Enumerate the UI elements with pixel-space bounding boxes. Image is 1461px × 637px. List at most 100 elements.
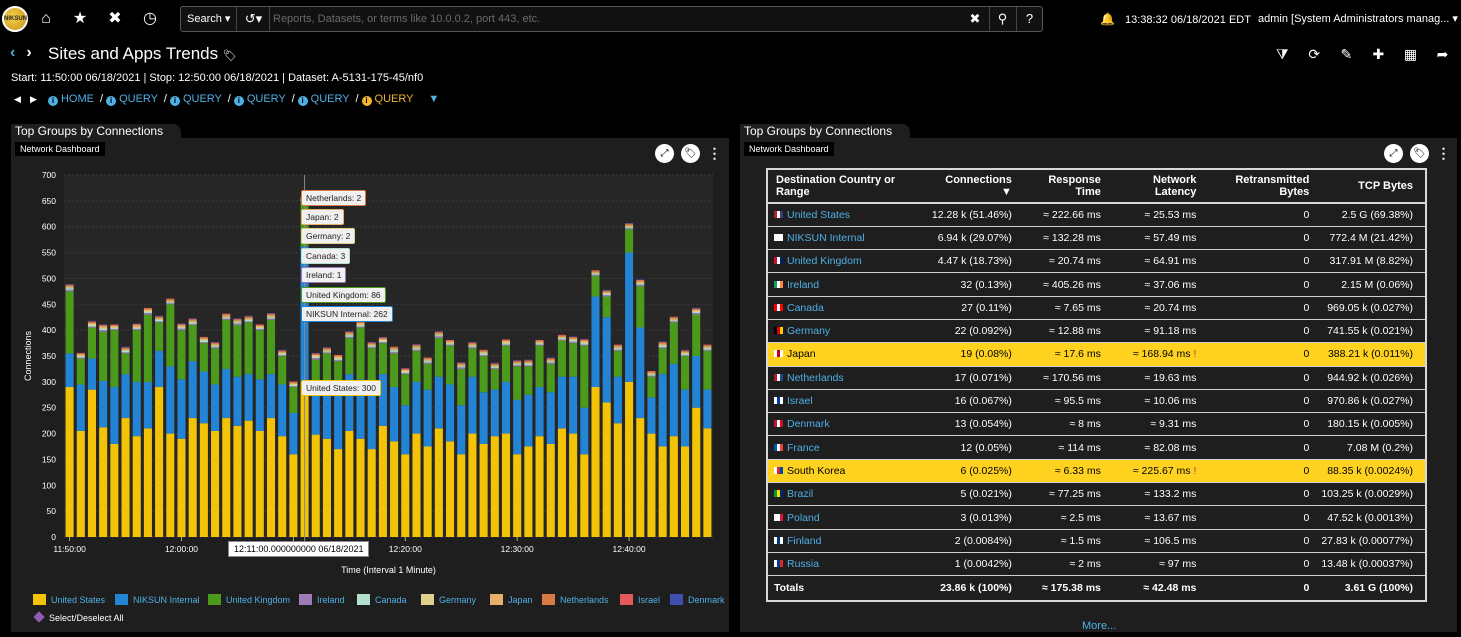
- col-retransmitted-bytes[interactable]: Retransmitted Bytes: [1208, 169, 1322, 204]
- country-link[interactable]: Japan: [787, 348, 816, 361]
- table-row[interactable]: Brazil 5 (0.021%) ≈ 77.25 ms ≈ 133.2 ms 0 103…: [767, 482, 1426, 507]
- table-row[interactable]: Canada 27 (0.11%) ≈ 7.65 ms ≈ 20.74 ms 0 969.…: [767, 296, 1426, 320]
- table-row[interactable]: Ireland 32 (0.13%) ≈ 405.26 ms ≈ 37.06 ms 0 2…: [767, 272, 1426, 297]
- legend-item[interactable]: Netherlands: [542, 594, 609, 605]
- country-link[interactable]: Israel: [787, 395, 813, 408]
- country-link[interactable]: South Korea: [787, 464, 846, 477]
- back-arrow-icon[interactable]: ‹: [10, 44, 16, 61]
- legend-item[interactable]: Japan: [490, 594, 533, 605]
- clock-icon[interactable]: ◷: [143, 10, 157, 27]
- legend-item[interactable]: United States: [33, 594, 105, 605]
- legend-item[interactable]: NIKSUN Internal: [115, 594, 200, 605]
- country-link[interactable]: Netherlands: [787, 371, 844, 384]
- bar-segment: [345, 430, 354, 537]
- bar-segment: [401, 368, 410, 369]
- country-link[interactable]: Poland: [787, 511, 820, 524]
- country-link[interactable]: United Kingdom: [787, 255, 862, 268]
- star-icon[interactable]: ★: [72, 10, 88, 27]
- table-row[interactable]: United States 12.28 k (51.46%) ≈ 222.66 ms…: [767, 203, 1426, 227]
- filter-icon[interactable]: ⧩: [1275, 46, 1289, 62]
- tools-icon[interactable]: ✖: [108, 10, 122, 27]
- crumb-query-3[interactable]: QUERY: [246, 93, 286, 105]
- niksun-logo[interactable]: NIKSUN: [2, 6, 28, 32]
- country-link[interactable]: Canada: [787, 301, 824, 314]
- search-input[interactable]: [273, 10, 953, 28]
- table-row[interactable]: Germany 22 (0.092%) ≈ 12.88 ms ≈ 91.18 ms 0 7…: [767, 319, 1426, 344]
- calendar-icon[interactable]: ▦: [1403, 46, 1418, 62]
- legend-item[interactable]: Israel: [620, 594, 660, 605]
- legend-item[interactable]: Germany: [421, 594, 476, 605]
- share-icon[interactable]: ➦: [1436, 46, 1449, 62]
- country-link[interactable]: Denmark: [787, 418, 830, 431]
- refresh-icon[interactable]: ⟳: [1308, 46, 1321, 62]
- table-row[interactable]: Japan 19 (0.08%) ≈ 17.6 ms ≈ 168.94 ms ! 0 38…: [767, 342, 1426, 367]
- table-row[interactable]: Denmark 13 (0.054%) ≈ 8 ms ≈ 9.31 ms 0 180.15…: [767, 412, 1426, 437]
- tag-icon[interactable]: 🏷: [1410, 144, 1429, 163]
- table-row[interactable]: NIKSUN Internal 6.94 k (29.07%) ≈ 132.28 m…: [767, 226, 1426, 251]
- search-type-dropdown[interactable]: Search ▾: [181, 7, 237, 31]
- stacked-bar-chart[interactable]: 0 50 100 150 200 250 300 350 400 450 500 550 600 650 7…: [11, 138, 729, 588]
- crumb-query-1[interactable]: QUERY: [119, 93, 158, 105]
- crumb-query-4[interactable]: QUERY: [310, 93, 350, 105]
- crumb-query-current[interactable]: QUERY: [374, 93, 414, 105]
- bar-segment: [188, 318, 197, 320]
- legend-item[interactable]: Ireland: [299, 594, 345, 605]
- legend-item[interactable]: United Kingdom: [208, 594, 290, 605]
- pin-icon[interactable]: ✎: [1340, 46, 1353, 62]
- col-destination[interactable]: Destination Country or Range: [767, 169, 932, 204]
- table-row[interactable]: South Korea 6 (0.025%) ≈ 6.33 ms ≈ 225.67 m…: [767, 459, 1426, 484]
- col-tcp-bytes[interactable]: TCP Bytes: [1321, 169, 1426, 204]
- bar-segment: [211, 343, 220, 345]
- bar-segment: [602, 296, 611, 318]
- table-row[interactable]: Poland 3 (0.013%) ≈ 2.5 ms ≈ 13.67 ms 0 47.52…: [767, 505, 1426, 530]
- bar-segment: [535, 342, 544, 344]
- country-link[interactable]: NIKSUN Internal: [787, 231, 865, 244]
- home-icon[interactable]: ⌂: [41, 10, 51, 27]
- col-network-latency[interactable]: Network Latency: [1112, 169, 1209, 204]
- country-link[interactable]: Ireland: [787, 278, 820, 291]
- cell-response-time: ≈ 114 ms: [1023, 435, 1113, 460]
- cell-retransmitted: 0: [1208, 552, 1322, 577]
- country-link[interactable]: United States: [787, 208, 851, 221]
- cell-network-latency: ≈ 19.63 ms: [1112, 366, 1209, 390]
- crumb-query-2[interactable]: QUERY: [182, 93, 222, 105]
- country-link[interactable]: Russia: [787, 558, 820, 571]
- country-link[interactable]: France: [787, 441, 820, 454]
- add-icon[interactable]: ✚: [1372, 46, 1385, 62]
- more-menu-icon[interactable]: ⋮: [1436, 145, 1451, 161]
- bar-segment: [345, 336, 354, 338]
- country-link[interactable]: Germany: [787, 325, 831, 338]
- col-connections[interactable]: Connections ▼: [931, 169, 1024, 204]
- more-menu-icon[interactable]: ⋮: [707, 145, 722, 161]
- select-all-toggle[interactable]: Select/Deselect All: [33, 611, 124, 623]
- table-row[interactable]: Russia 1 (0.0042%) ≈ 2 ms ≈ 97 ms 0 13.48 k (…: [767, 552, 1426, 577]
- table-row[interactable]: France 12 (0.05%) ≈ 114 ms ≈ 82.08 ms 0 7.08 …: [767, 435, 1426, 460]
- forward-arrow-icon[interactable]: ›: [26, 44, 32, 61]
- col-response-time[interactable]: Response Time: [1023, 169, 1113, 204]
- clear-icon[interactable]: ✖: [969, 11, 981, 26]
- tag-icon[interactable]: 🏷: [681, 144, 700, 163]
- legend-item[interactable]: Denmark: [670, 594, 725, 605]
- crumb-home[interactable]: HOME: [60, 93, 94, 105]
- help-button[interactable]: ?: [1016, 7, 1042, 31]
- user-menu[interactable]: admin [System Administrators manag... ▾: [1258, 12, 1458, 25]
- legend-item[interactable]: Canada: [357, 594, 407, 605]
- bar-segment: [658, 446, 667, 537]
- country-link[interactable]: Finland: [787, 534, 822, 547]
- bar-segment: [233, 323, 242, 325]
- crumb-back-icon[interactable]: ◀: [14, 94, 21, 104]
- table-row[interactable]: Finland 2 (0.0084%) ≈ 1.5 ms ≈ 106.5 ms 0 27.…: [767, 529, 1426, 553]
- country-link[interactable]: Brazil: [787, 488, 814, 501]
- expand-icon[interactable]: ⤢: [655, 144, 674, 163]
- crumb-dropdown-icon[interactable]: ▼: [428, 93, 440, 105]
- tag-icon[interactable]: 🏷: [222, 50, 237, 62]
- search-icon[interactable]: ⚲: [989, 7, 1015, 31]
- table-row[interactable]: Israel 16 (0.067%) ≈ 95.5 ms ≈ 10.06 ms 0 970…: [767, 389, 1426, 414]
- table-row[interactable]: United Kingdom 4.47 k (18.73%) ≈ 20.74 ms ≈…: [767, 249, 1426, 274]
- crumb-forward-icon[interactable]: ▶: [29, 94, 37, 104]
- history-icon[interactable]: ↺▾: [238, 7, 270, 31]
- bell-icon[interactable]: 🔔: [1100, 12, 1115, 26]
- expand-icon[interactable]: ⤢: [1384, 144, 1403, 163]
- more-link[interactable]: More...: [1082, 620, 1117, 632]
- table-row[interactable]: Netherlands 17 (0.071%) ≈ 170.56 ms ≈ 19.63…: [767, 366, 1426, 390]
